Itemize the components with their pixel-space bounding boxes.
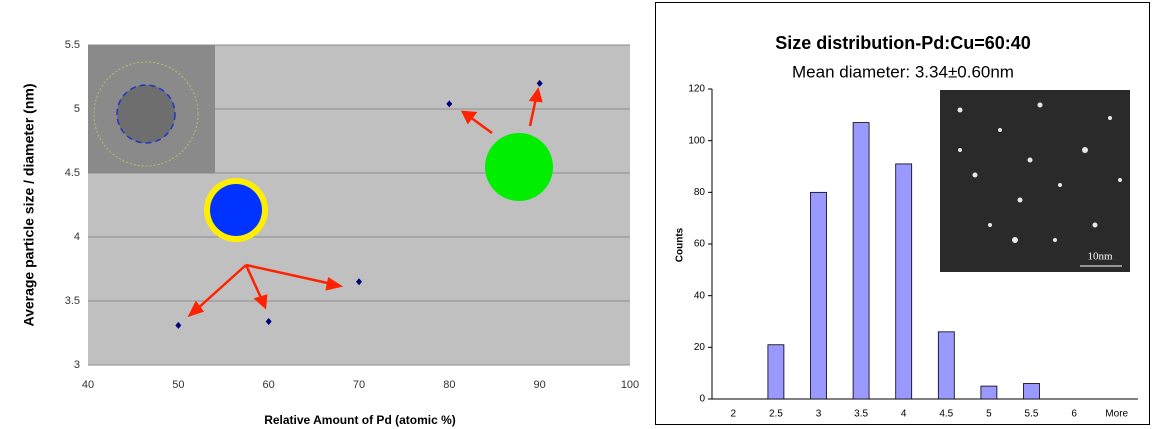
x-tick-label: 3 — [816, 409, 822, 420]
point — [356, 278, 362, 286]
x-tick-label: 50 — [172, 379, 184, 391]
y-tick-label: 100 — [688, 135, 705, 146]
x-tick-label: 2 — [731, 409, 737, 420]
scale-label: 10nm — [1087, 251, 1113, 263]
y-axis-label: Counts — [675, 227, 686, 262]
point — [175, 321, 182, 329]
bar — [852, 122, 870, 400]
x-tick-label: 6 — [1071, 409, 1077, 420]
x-tick-label: More — [1105, 409, 1128, 420]
x-tick-label: 5.5 — [1025, 409, 1039, 420]
x-tick-label: 4.5 — [939, 409, 953, 420]
bar — [1023, 383, 1040, 400]
y-tick-label: 4 — [74, 231, 80, 243]
x-tick-label: 40 — [82, 379, 94, 391]
chart-subtitle: Mean diameter: 3.34±0.60nm — [792, 62, 1014, 81]
y-tick-label: 60 — [694, 239, 706, 250]
x-tick-label: 100 — [621, 379, 639, 391]
decoration — [957, 102, 1122, 243]
x-axis-label: Relative Amount of Pd (atomic %) — [264, 413, 456, 427]
y-tick-label: 20 — [694, 342, 706, 353]
point — [265, 317, 272, 325]
point — [446, 100, 453, 108]
inset-image — [940, 90, 1130, 272]
bar — [767, 344, 785, 400]
y-tick-label: 120 — [688, 84, 705, 95]
y-tick-label: 3 — [74, 359, 80, 371]
y-tick-label: 0 — [699, 394, 705, 405]
y-tick-label: 4.5 — [65, 167, 80, 179]
decoration — [88, 45, 553, 318]
x-tick-label: 2.5 — [769, 409, 783, 420]
x-tick-label: 70 — [353, 379, 365, 391]
bar — [810, 191, 827, 400]
y-tick-label: 80 — [694, 187, 706, 198]
x-tick-label: 60 — [263, 379, 275, 391]
point — [536, 79, 543, 87]
x-tick-label: 90 — [534, 379, 546, 391]
y-axis-label: Average particle size / diameter (nm) — [21, 83, 37, 326]
y-tick-label: 40 — [694, 290, 706, 301]
x-tick-label: 4 — [901, 409, 907, 420]
bar — [937, 331, 955, 400]
y-tick-label: 5 — [74, 103, 80, 115]
chart-title: Size distribution-Pd:Cu=60:40 — [775, 33, 1031, 53]
x-tick-label: 80 — [443, 379, 455, 391]
y-tick-label: 5.5 — [65, 39, 80, 51]
bar — [980, 385, 998, 400]
y-tick-label: 3.5 — [65, 295, 80, 307]
x-tick-label: 3.5 — [854, 409, 868, 420]
x-tick-label: 5 — [986, 409, 992, 420]
bar — [895, 163, 913, 400]
